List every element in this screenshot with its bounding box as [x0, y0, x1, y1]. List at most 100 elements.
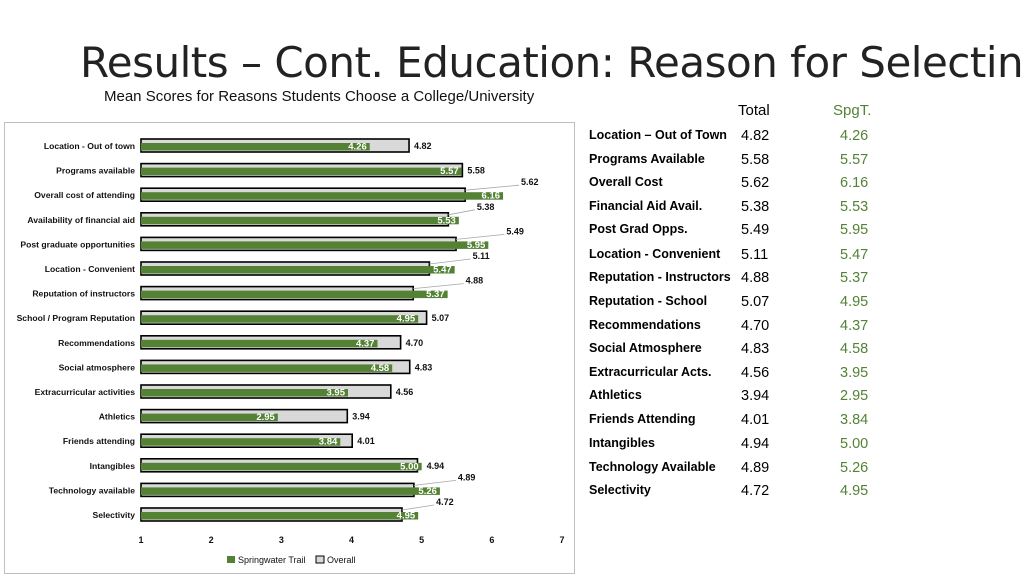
table-row-label: Technology Available — [589, 460, 716, 474]
data-label-overall: 5.49 — [506, 226, 524, 236]
category-label: Technology available — [49, 485, 136, 495]
data-label-overall: 4.70 — [406, 338, 424, 348]
x-tick-label: 4 — [349, 535, 354, 545]
data-label-springwater: 4.37 — [356, 338, 375, 349]
category-label: Availability of financial aid — [27, 215, 135, 225]
table-row-spgt: 5.95 — [840, 222, 869, 238]
leader-line — [448, 209, 475, 216]
table-row-spgt: 5.53 — [840, 199, 869, 215]
table-row-label: Programs Available — [589, 152, 705, 166]
bar-springwater — [141, 462, 422, 471]
data-label-springwater: 4.95 — [397, 511, 416, 522]
table-row-total: 5.38 — [741, 199, 770, 215]
table-row-label: Reputation - Instructors — [589, 270, 731, 284]
table-row-label: Selectivity — [589, 483, 651, 497]
data-label-overall: 3.94 — [352, 412, 370, 422]
data-label-overall: 4.83 — [415, 362, 433, 372]
table-row-spgt: 4.95 — [840, 294, 869, 310]
data-label-springwater: 5.95 — [467, 240, 486, 251]
leader-line — [413, 480, 456, 486]
table-row-spgt: 2.95 — [840, 388, 869, 404]
x-tick-label: 1 — [138, 535, 143, 545]
table-row-total: 4.89 — [741, 460, 770, 476]
legend-label-overall: Overall — [327, 555, 356, 565]
data-label-overall: 5.11 — [473, 251, 490, 261]
table-row-label: Location - Convenient — [589, 247, 721, 261]
bar-springwater — [141, 192, 504, 200]
table-row-total: 4.88 — [741, 270, 770, 286]
table-row-total: 5.07 — [741, 294, 770, 310]
bar-springwater — [141, 290, 448, 299]
data-label-springwater: 4.58 — [371, 363, 390, 374]
legend-swatch-springwater — [227, 556, 235, 563]
bar-springwater — [141, 216, 459, 225]
data-label-springwater: 4.26 — [348, 142, 367, 153]
bar-springwater — [141, 167, 462, 176]
category-label: Programs available — [56, 166, 135, 176]
bar-springwater — [141, 487, 440, 495]
chart-canvas: Location - Out of town 4.26 4.82 Programs a… — [17, 138, 565, 565]
data-label-springwater: 6.16 — [482, 191, 501, 202]
data-label-springwater: 5.00 — [400, 461, 419, 472]
data-label-overall: 5.62 — [521, 177, 539, 187]
table-row-total: 4.83 — [741, 341, 770, 357]
table-row-spgt: 3.95 — [840, 365, 869, 381]
table-row-spgt: 4.26 — [840, 128, 869, 144]
bar-springwater — [141, 389, 348, 397]
table-row-spgt: 4.37 — [840, 318, 869, 334]
legend-label-springwater: Springwater Trail — [238, 555, 306, 565]
table-row-total: 5.11 — [741, 247, 769, 263]
table-row-spgt: 5.00 — [840, 436, 869, 452]
table-row-spgt: 6.16 — [840, 175, 869, 191]
table-row-label: Reputation - School — [589, 294, 708, 308]
category-label: Recommendations — [58, 338, 135, 348]
bar-springwater — [141, 413, 278, 422]
bar-springwater — [141, 315, 419, 323]
data-label-springwater: 5.53 — [437, 215, 456, 226]
x-tick-label: 6 — [489, 535, 494, 545]
table-row-label: Recommendations — [589, 318, 701, 332]
x-tick-label: 7 — [559, 535, 564, 545]
table-row-total: 4.01 — [741, 412, 770, 428]
table-row-label: Athletics — [589, 388, 642, 402]
table-header-spgt: SpgT. — [833, 102, 872, 119]
data-label-overall: 4.56 — [396, 387, 414, 397]
category-label: Overall cost of attending — [34, 190, 135, 200]
data-label-springwater: 3.84 — [319, 437, 338, 448]
category-label: Social atmosphere — [59, 362, 136, 372]
data-label-overall: 4.94 — [427, 461, 445, 471]
table-row-total: 4.94 — [741, 436, 770, 452]
table-row-total: 4.72 — [741, 483, 770, 499]
data-label-overall: 4.82 — [414, 141, 432, 151]
bar-chart: Location - Out of town 4.26 4.82 Programs a… — [4, 122, 575, 574]
data-label-overall: 4.88 — [466, 276, 484, 286]
category-label: School / Program Reputation — [17, 313, 135, 323]
data-label-overall: 5.38 — [477, 202, 495, 212]
category-label: Extracurricular activities — [35, 387, 136, 397]
table-row-total: 3.94 — [741, 388, 770, 404]
data-label-springwater: 4.95 — [397, 314, 416, 325]
leader-line — [456, 234, 505, 240]
table-row-total: 4.70 — [741, 318, 770, 334]
data-label-overall: 5.58 — [467, 166, 485, 176]
category-label: Location - Convenient — [45, 264, 135, 274]
table-row-total: 4.82 — [741, 128, 770, 144]
table-row-label: Overall Cost — [589, 175, 663, 189]
table-row-spgt: 5.37 — [840, 270, 869, 286]
data-label-springwater: 5.57 — [440, 166, 459, 177]
data-label-springwater: 5.37 — [426, 289, 445, 300]
table-row-label: Financial Aid Avail. — [589, 199, 703, 213]
category-label: Post graduate opportunities — [20, 239, 135, 249]
category-label: Reputation of instructors — [32, 289, 135, 299]
table-row-spgt: 4.58 — [840, 341, 869, 357]
table-row-spgt: 4.95 — [840, 483, 869, 499]
x-tick-label: 3 — [279, 535, 284, 545]
leader-line — [429, 258, 471, 265]
data-label-overall: 4.89 — [458, 472, 476, 482]
table-header-total: Total — [738, 102, 770, 119]
table-row-total: 5.62 — [741, 175, 770, 191]
bar-springwater — [141, 143, 370, 151]
bar-springwater — [141, 512, 419, 520]
table-row-spgt: 5.57 — [840, 152, 869, 168]
x-tick-label: 5 — [419, 535, 424, 545]
